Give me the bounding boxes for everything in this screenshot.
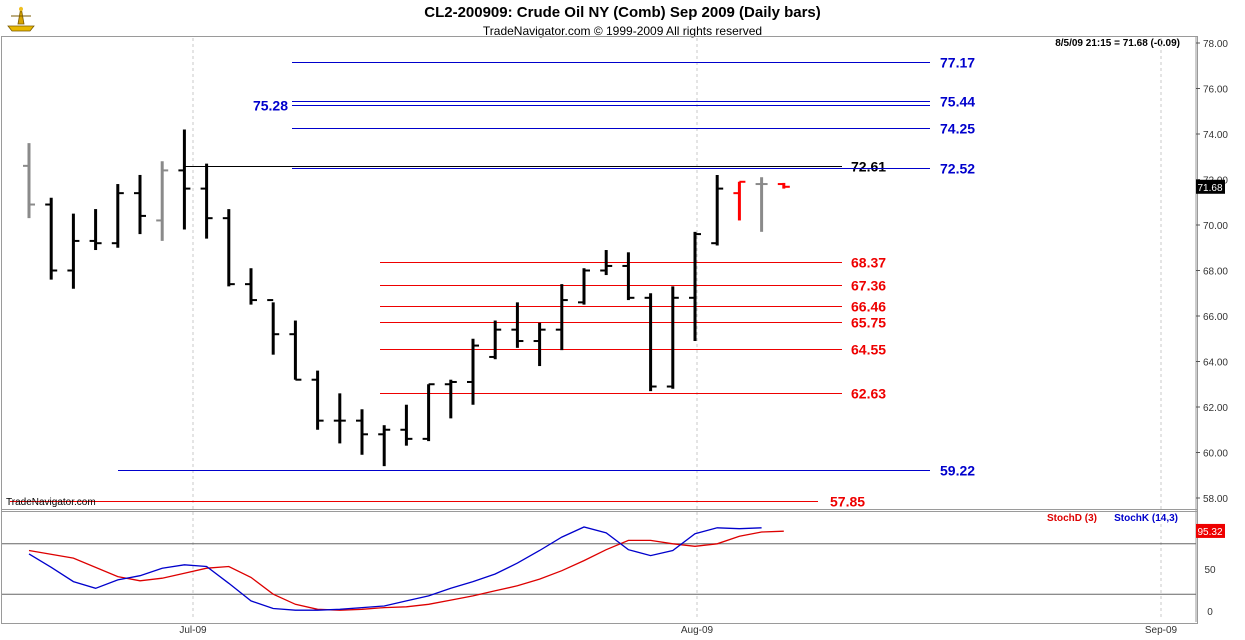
chart-subtitle: TradeNavigator.com © 1999-2009 All right… bbox=[482, 24, 763, 38]
level-label: 77.17 bbox=[940, 55, 975, 71]
level-label: 65.75 bbox=[851, 315, 886, 331]
level-label: 75.28 bbox=[253, 98, 288, 114]
price-tick-label: 68.00 bbox=[1203, 267, 1228, 278]
price-tick-label: 76.00 bbox=[1203, 85, 1228, 96]
level-label: 67.36 bbox=[851, 278, 886, 294]
trade-navigator-logo-icon bbox=[7, 6, 35, 32]
last-price-tag bbox=[1196, 179, 1225, 194]
price-tick-label: 60.00 bbox=[1203, 449, 1228, 460]
level-label: 64.55 bbox=[851, 342, 886, 358]
stoch-panel-frame bbox=[1, 509, 1198, 624]
watermark: TradeNavigator.com bbox=[6, 497, 96, 508]
level-label: 72.52 bbox=[940, 161, 975, 177]
level-label: 68.37 bbox=[851, 255, 886, 271]
price-tick-label: 62.00 bbox=[1203, 403, 1228, 414]
price-tick-label: 70.00 bbox=[1203, 221, 1228, 232]
level-label: 62.63 bbox=[851, 386, 886, 402]
chart-title: CL2-200909: Crude Oil NY (Comb) Sep 2009… bbox=[424, 4, 821, 21]
level-label: 57.85 bbox=[830, 494, 865, 510]
level-label: 74.25 bbox=[940, 121, 975, 137]
price-tick-label: 78.00 bbox=[1203, 39, 1228, 50]
level-label: 59.22 bbox=[940, 463, 975, 479]
stoch-tick-label: 50 bbox=[1204, 565, 1216, 576]
stoch-series-k bbox=[28, 526, 762, 611]
price-tick-label: 64.00 bbox=[1203, 358, 1228, 369]
stoch-series-d bbox=[28, 530, 784, 611]
stoch-tick-label: 0 bbox=[1207, 607, 1213, 618]
stoch-last-label: 95.32 bbox=[1197, 527, 1222, 538]
stoch-last-tag bbox=[1196, 523, 1225, 538]
price-panel-frame bbox=[1, 36, 1198, 512]
legend-stoch-k: StochK (14,3) bbox=[1114, 513, 1178, 524]
price-tick-label: 66.00 bbox=[1203, 312, 1228, 323]
x-tick-label: Jul-09 bbox=[179, 625, 207, 636]
level-label: 72.61 bbox=[851, 159, 886, 175]
price-tick-label: 74.00 bbox=[1203, 130, 1228, 141]
level-label: 75.44 bbox=[940, 94, 975, 110]
last-quote: 8/5/09 21:15 = 71.68 (-0.09) bbox=[1055, 38, 1180, 49]
level-label: 66.46 bbox=[851, 299, 886, 315]
last-price-label: 71.68 bbox=[1197, 183, 1222, 194]
x-tick-label: Sep-09 bbox=[1145, 625, 1178, 636]
legend-stoch-d: StochD (3) bbox=[1047, 513, 1097, 524]
price-tick-label: 58.00 bbox=[1203, 494, 1228, 505]
x-tick-label: Aug-09 bbox=[681, 625, 714, 636]
